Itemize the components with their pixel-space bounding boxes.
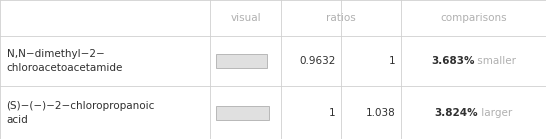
Bar <box>216 54 267 68</box>
Bar <box>216 106 269 120</box>
Text: 3.824%: 3.824% <box>435 108 478 118</box>
Text: 3.683%: 3.683% <box>431 56 474 66</box>
Text: 1: 1 <box>329 108 336 118</box>
Text: smaller: smaller <box>474 56 517 66</box>
Text: larger: larger <box>478 108 513 118</box>
Text: comparisons: comparisons <box>440 13 507 23</box>
Text: 0.9632: 0.9632 <box>299 56 336 66</box>
Text: 1: 1 <box>389 56 396 66</box>
Text: N,N−dimethyl−2−
chloroacetoacetamide: N,N−dimethyl−2− chloroacetoacetamide <box>7 49 123 73</box>
Text: (S)−(−)−2−chloropropanoic
acid: (S)−(−)−2−chloropropanoic acid <box>7 101 155 125</box>
Text: ratios: ratios <box>327 13 356 23</box>
Text: visual: visual <box>230 13 261 23</box>
Text: 1.038: 1.038 <box>366 108 396 118</box>
